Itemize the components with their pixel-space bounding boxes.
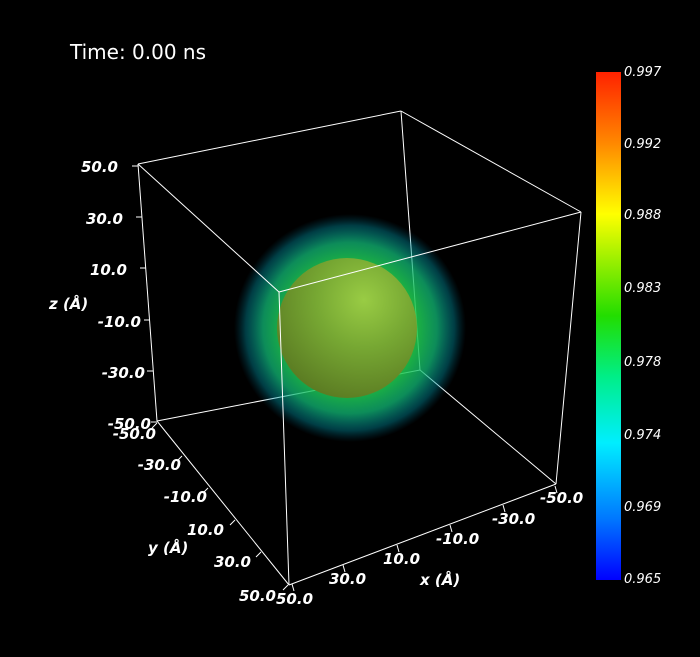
z-tick-label: 50.0 [81,158,118,176]
x-tick-mark [554,485,558,494]
colorbar-label: 0.974 [624,428,661,443]
y-tick-label: -10.0 [164,488,207,506]
box-edge [278,211,582,293]
z-tick-label: 10.0 [90,261,127,279]
y-axis: -50.0 -30.0 -10.0 10.0 30.0 50.0 y (Å) [113,422,289,605]
x-tick-label: -50.0 [540,489,583,507]
box-edge [137,110,402,165]
x-tick-label: 50.0 [276,590,313,608]
box-edge [278,291,290,586]
y-tick-mark [202,487,209,494]
density-sphere [234,214,466,442]
colorbar-label: 0.969 [624,500,661,515]
y-tick-label: 30.0 [214,553,251,571]
colorbar: 0.997 0.992 0.988 0.983 0.978 0.974 0.96… [596,65,662,587]
z-tick-label: -30.0 [102,364,145,382]
y-tick-mark [176,455,183,462]
x-tick-label: -10.0 [436,530,479,548]
x-axis: 50.0 30.0 10.0 -10.0 -30.0 -50.0 x (Å) [276,485,583,608]
time-label: Time: 0.00 ns [70,40,207,64]
box-edge [137,163,280,293]
x-tick-mark [449,524,453,533]
x-axis-title: x (Å) [419,570,460,589]
x-tick-mark [396,544,400,553]
x-tick-label: 10.0 [383,550,420,568]
box-edge [156,420,290,586]
x-tick-mark [342,564,346,573]
y-tick-mark [229,519,236,526]
z-axis-title: z (Å) [48,294,88,313]
sphere-core [277,258,417,398]
colorbar-label: 0.988 [624,208,661,223]
y-tick-mark [151,422,158,429]
box-edge [288,483,557,586]
y-tick-mark [282,584,289,591]
x-tick-mark [291,583,295,592]
colorbar-label: 0.978 [624,355,661,370]
colorbar-gradient [596,72,621,580]
z-tick-label: -50.0 [108,415,151,433]
x-tick-label: 30.0 [329,570,366,588]
box-edge [555,211,582,485]
y-tick-label: 10.0 [187,521,224,539]
z-axis: 50.0 30.0 10.0 -10.0 -30.0 -50.0 z (Å) [48,158,157,433]
bounding-box-front [137,163,582,586]
z-tick-label: 30.0 [86,210,123,228]
y-tick-label: 50.0 [239,587,276,605]
x-tick-mark [502,504,506,513]
y-tick-label: -30.0 [138,456,181,474]
y-tick-mark [255,551,262,558]
box-edge [400,110,582,213]
colorbar-label: 0.965 [624,572,661,587]
z-tick-label: -10.0 [98,313,141,331]
colorbar-label: 0.997 [624,65,662,80]
y-tick-label: -50.0 [113,425,156,443]
colorbar-label: 0.992 [624,137,661,152]
y-axis-title: y (Å) [148,538,188,557]
colorbar-label: 0.983 [624,281,661,296]
x-tick-label: -30.0 [492,510,535,528]
box-edge [137,163,158,422]
